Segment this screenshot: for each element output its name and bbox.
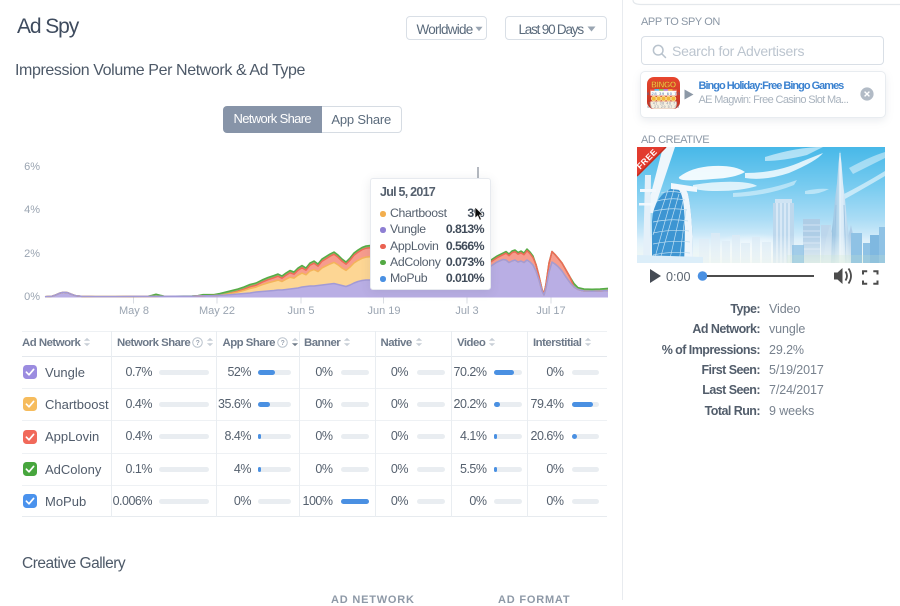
svg-text:8 28 39 60 73: 8 28 39 60 73 [647,91,680,96]
svg-text:63 23 29 57 94: 63 23 29 57 94 [647,105,679,109]
svg-text:?: ? [196,339,200,346]
svg-text:?: ? [281,339,285,346]
svg-text:BINGO: BINGO [651,81,676,90]
svg-text:9 41 38 46 71: 9 41 38 46 71 [648,102,678,106]
